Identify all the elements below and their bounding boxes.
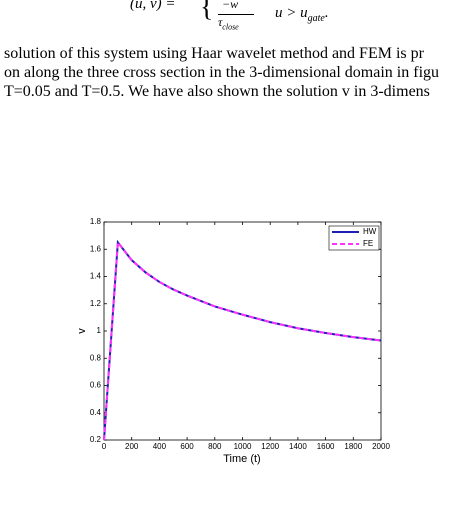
y-tick-label: 1.6 [90, 244, 102, 253]
x-tick-label: 600 [180, 442, 194, 451]
condition-end: . [324, 5, 329, 21]
y-tick-label: 1 [97, 326, 102, 335]
equation-lhs: (u, v) = [130, 0, 176, 12]
legend-label: HW [363, 227, 377, 236]
x-tick-label: 1200 [261, 442, 279, 451]
y-axis-label: v [76, 328, 88, 334]
x-tick-label: 200 [125, 442, 139, 451]
brace: { [200, 0, 214, 23]
legend-label: FE [363, 239, 373, 248]
x-tick-label: 1400 [289, 442, 307, 451]
x-tick-label: 1600 [317, 442, 335, 451]
x-tick-label: 0 [102, 442, 107, 451]
text-line: T=0.05 and T=0.5. We have also shown the… [4, 83, 430, 100]
legend-box [328, 225, 380, 251]
condition-sub: gate [307, 13, 325, 24]
numerator: −w [222, 0, 239, 11]
y-tick-label: 1.8 [90, 217, 102, 226]
condition: u > ugate. [275, 5, 329, 24]
fraction-bar [218, 14, 254, 15]
x-tick-label: 400 [153, 442, 167, 451]
x-tick-label: 1800 [344, 442, 362, 451]
denominator: τclose [218, 15, 239, 31]
y-tick-label: 0.4 [90, 408, 102, 417]
series-line [103, 239, 382, 441]
y-tick-label: 1.2 [90, 299, 102, 308]
x-axis-label: Time (t) [223, 453, 260, 465]
text-line: on along the three cross section in the … [4, 64, 440, 81]
plot-frame [103, 221, 382, 441]
y-tick-label: 0.2 [90, 435, 102, 444]
x-tick-label: 800 [208, 442, 222, 451]
denominator-symbol: τ [218, 15, 223, 29]
x-tick-label: 1000 [234, 442, 252, 451]
y-tick-label: 1.4 [90, 272, 102, 281]
x-tick-label: 2000 [372, 442, 390, 451]
denominator-sub: close [222, 22, 239, 32]
series-line [103, 239, 382, 441]
y-tick-label: 0.6 [90, 381, 102, 390]
condition-text: u > u [275, 5, 308, 21]
text-line: solution of this system using Haar wavel… [4, 45, 424, 62]
y-tick-label: 0.8 [90, 353, 102, 362]
